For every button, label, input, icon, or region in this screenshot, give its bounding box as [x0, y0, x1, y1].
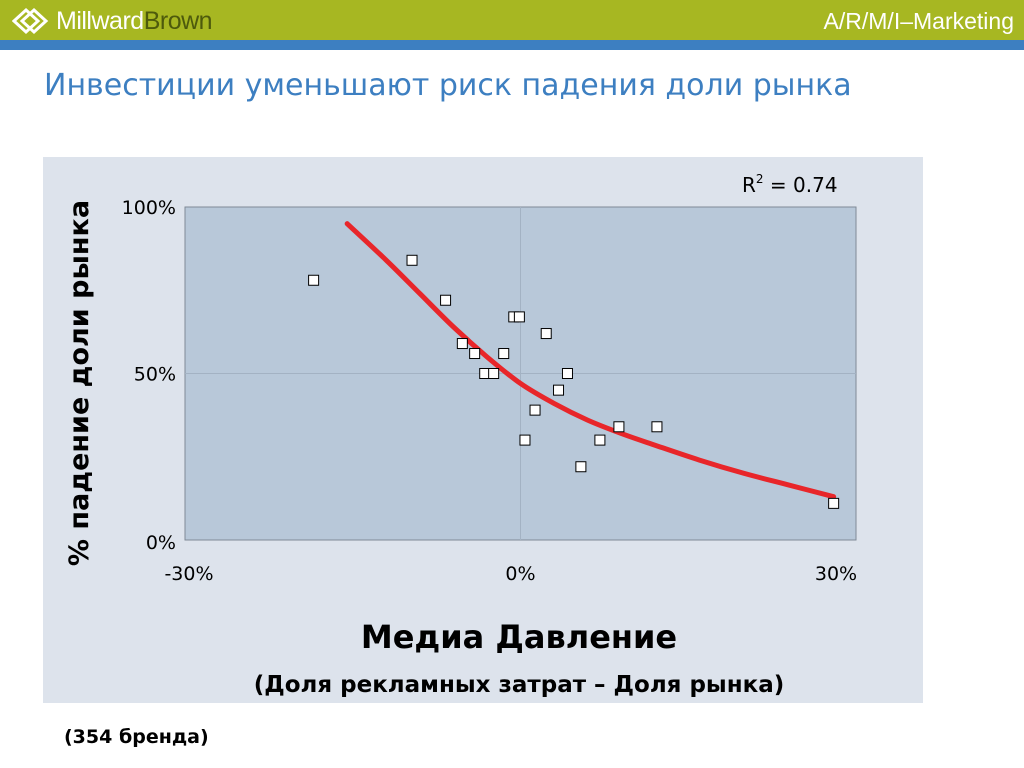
- logo-text-brown: Brown: [143, 6, 213, 35]
- x-tick-label: -30%: [164, 563, 213, 585]
- data-point: [440, 294, 452, 306]
- logo-mark-icon: [12, 7, 49, 35]
- header-accent-line: [0, 40, 1024, 50]
- y-axis-title: % падение доли рынка: [64, 200, 95, 566]
- data-point: [406, 254, 418, 266]
- r-squared-annotation: R2 = 0.74: [742, 172, 838, 197]
- data-point: [488, 368, 500, 379]
- data-point: [513, 311, 525, 323]
- data-point: [308, 274, 320, 286]
- data-point: [613, 421, 625, 433]
- data-point: [498, 348, 510, 360]
- fit-curve: [344, 221, 837, 500]
- grid-lines: [185, 207, 856, 540]
- data-point: [561, 368, 573, 379]
- millward-brown-logo: MillwardBrown: [12, 6, 213, 36]
- footnote-brand-count: (354 бренда): [64, 726, 209, 748]
- data-point: [456, 338, 468, 350]
- data-point: [469, 348, 481, 360]
- x-axis-subtitle: (Доля рекламных затрат – Доля рынка): [253, 672, 785, 698]
- x-axis-title: Медиа Давление: [360, 618, 678, 656]
- y-tick-label: 0%: [146, 532, 176, 554]
- data-point: [540, 328, 552, 340]
- y-tick-label: 50%: [134, 364, 176, 386]
- x-tick-label: 0%: [505, 563, 535, 585]
- data-points: [308, 254, 840, 509]
- data-point: [594, 434, 606, 446]
- header-bar: [0, 0, 1024, 40]
- data-point: [529, 404, 541, 416]
- tick-labels: -30% 0% 30% 100% 50% 0%: [122, 197, 857, 585]
- page-title: Инвестиции уменьшают риск падения доли р…: [44, 68, 852, 103]
- data-point: [828, 497, 840, 509]
- r-squared-value: = 0.74: [764, 173, 838, 197]
- data-point: [575, 461, 587, 473]
- r-squared-power: 2: [756, 172, 764, 186]
- logo-text-millward: Millward: [56, 6, 144, 35]
- r-squared-r: R: [742, 173, 756, 197]
- data-point: [519, 434, 531, 446]
- data-point: [651, 421, 663, 433]
- data-point: [553, 384, 565, 396]
- logo-text: MillwardBrown: [56, 6, 213, 36]
- y-tick-label: 100%: [122, 197, 176, 219]
- x-tick-label: 30%: [815, 563, 857, 585]
- header-right-label: A/R/M/I–Marketing: [823, 8, 1014, 34]
